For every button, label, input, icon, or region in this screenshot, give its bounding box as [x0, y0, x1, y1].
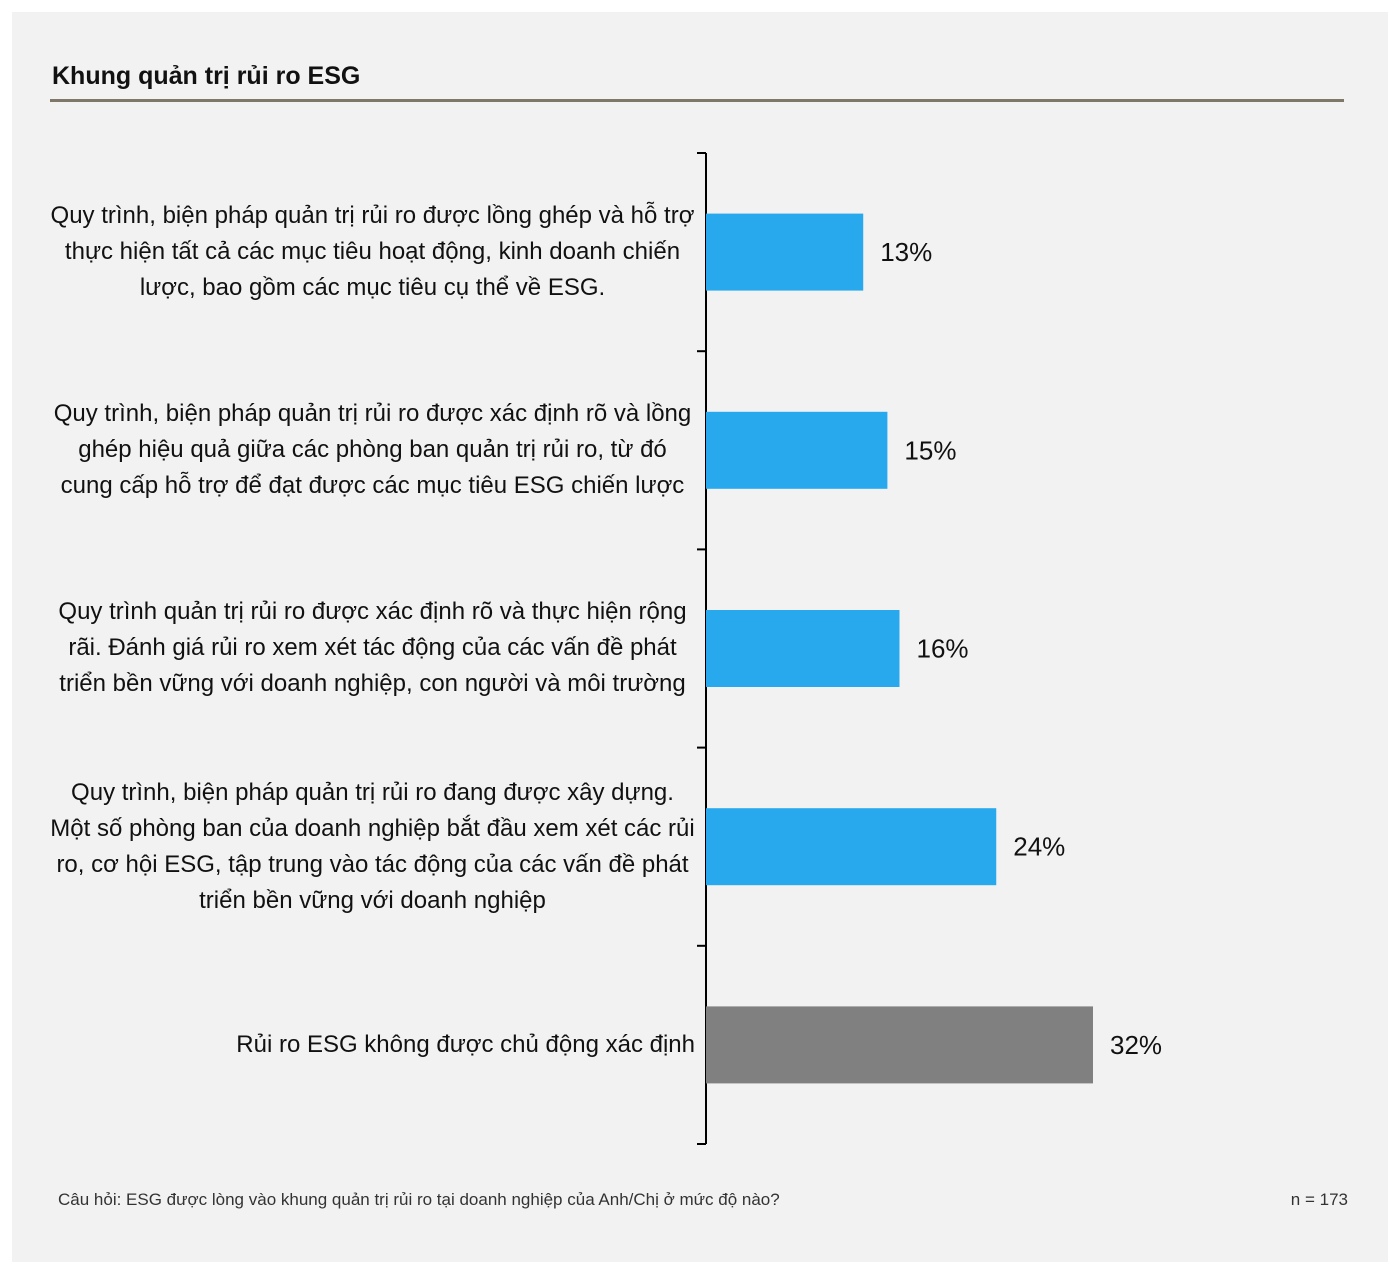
- chart-panel: [12, 12, 1388, 1262]
- bar: [706, 1006, 1093, 1084]
- category-label-text: Rủi ro ESG không được chủ động xác định: [236, 1030, 695, 1058]
- survey-question: Câu hỏi: ESG được lòng vào khung quản tr…: [58, 1190, 780, 1209]
- bar: [706, 213, 864, 291]
- category-label: Quy trình, biện pháp quản trị rủi ro đượ…: [50, 351, 695, 549]
- category-label: Quy trình quản trị rủi ro được xác định …: [50, 549, 695, 747]
- data-label: 16%: [917, 634, 969, 664]
- category-label: Rủi ro ESG không được chủ động xác định: [50, 946, 695, 1144]
- bar: [706, 610, 900, 687]
- data-label: 13%: [880, 237, 932, 267]
- category-label-text: Quy trình, biện pháp quản trị rủi ro đan…: [50, 778, 695, 914]
- category-label-text: Quy trình quản trị rủi ro được xác định …: [58, 598, 687, 698]
- category-label: Quy trình, biện pháp quản trị rủi ro đan…: [50, 748, 695, 946]
- bar: [706, 411, 888, 489]
- category-label-text: Quy trình, biện pháp quản trị rủi ro đượ…: [50, 202, 695, 302]
- sample-size: n = 173: [1290, 1190, 1348, 1209]
- data-label: 32%: [1110, 1030, 1162, 1060]
- bar: [706, 808, 997, 886]
- category-label-text: Quy trình, biện pháp quản trị rủi ro đượ…: [53, 400, 692, 500]
- title-divider: [50, 99, 1344, 102]
- category-label: Quy trình, biện pháp quản trị rủi ro đượ…: [50, 153, 695, 351]
- data-label: 15%: [904, 435, 956, 465]
- chart-title: Khung quản trị rủi ro ESG: [52, 62, 361, 90]
- data-label: 24%: [1013, 832, 1065, 862]
